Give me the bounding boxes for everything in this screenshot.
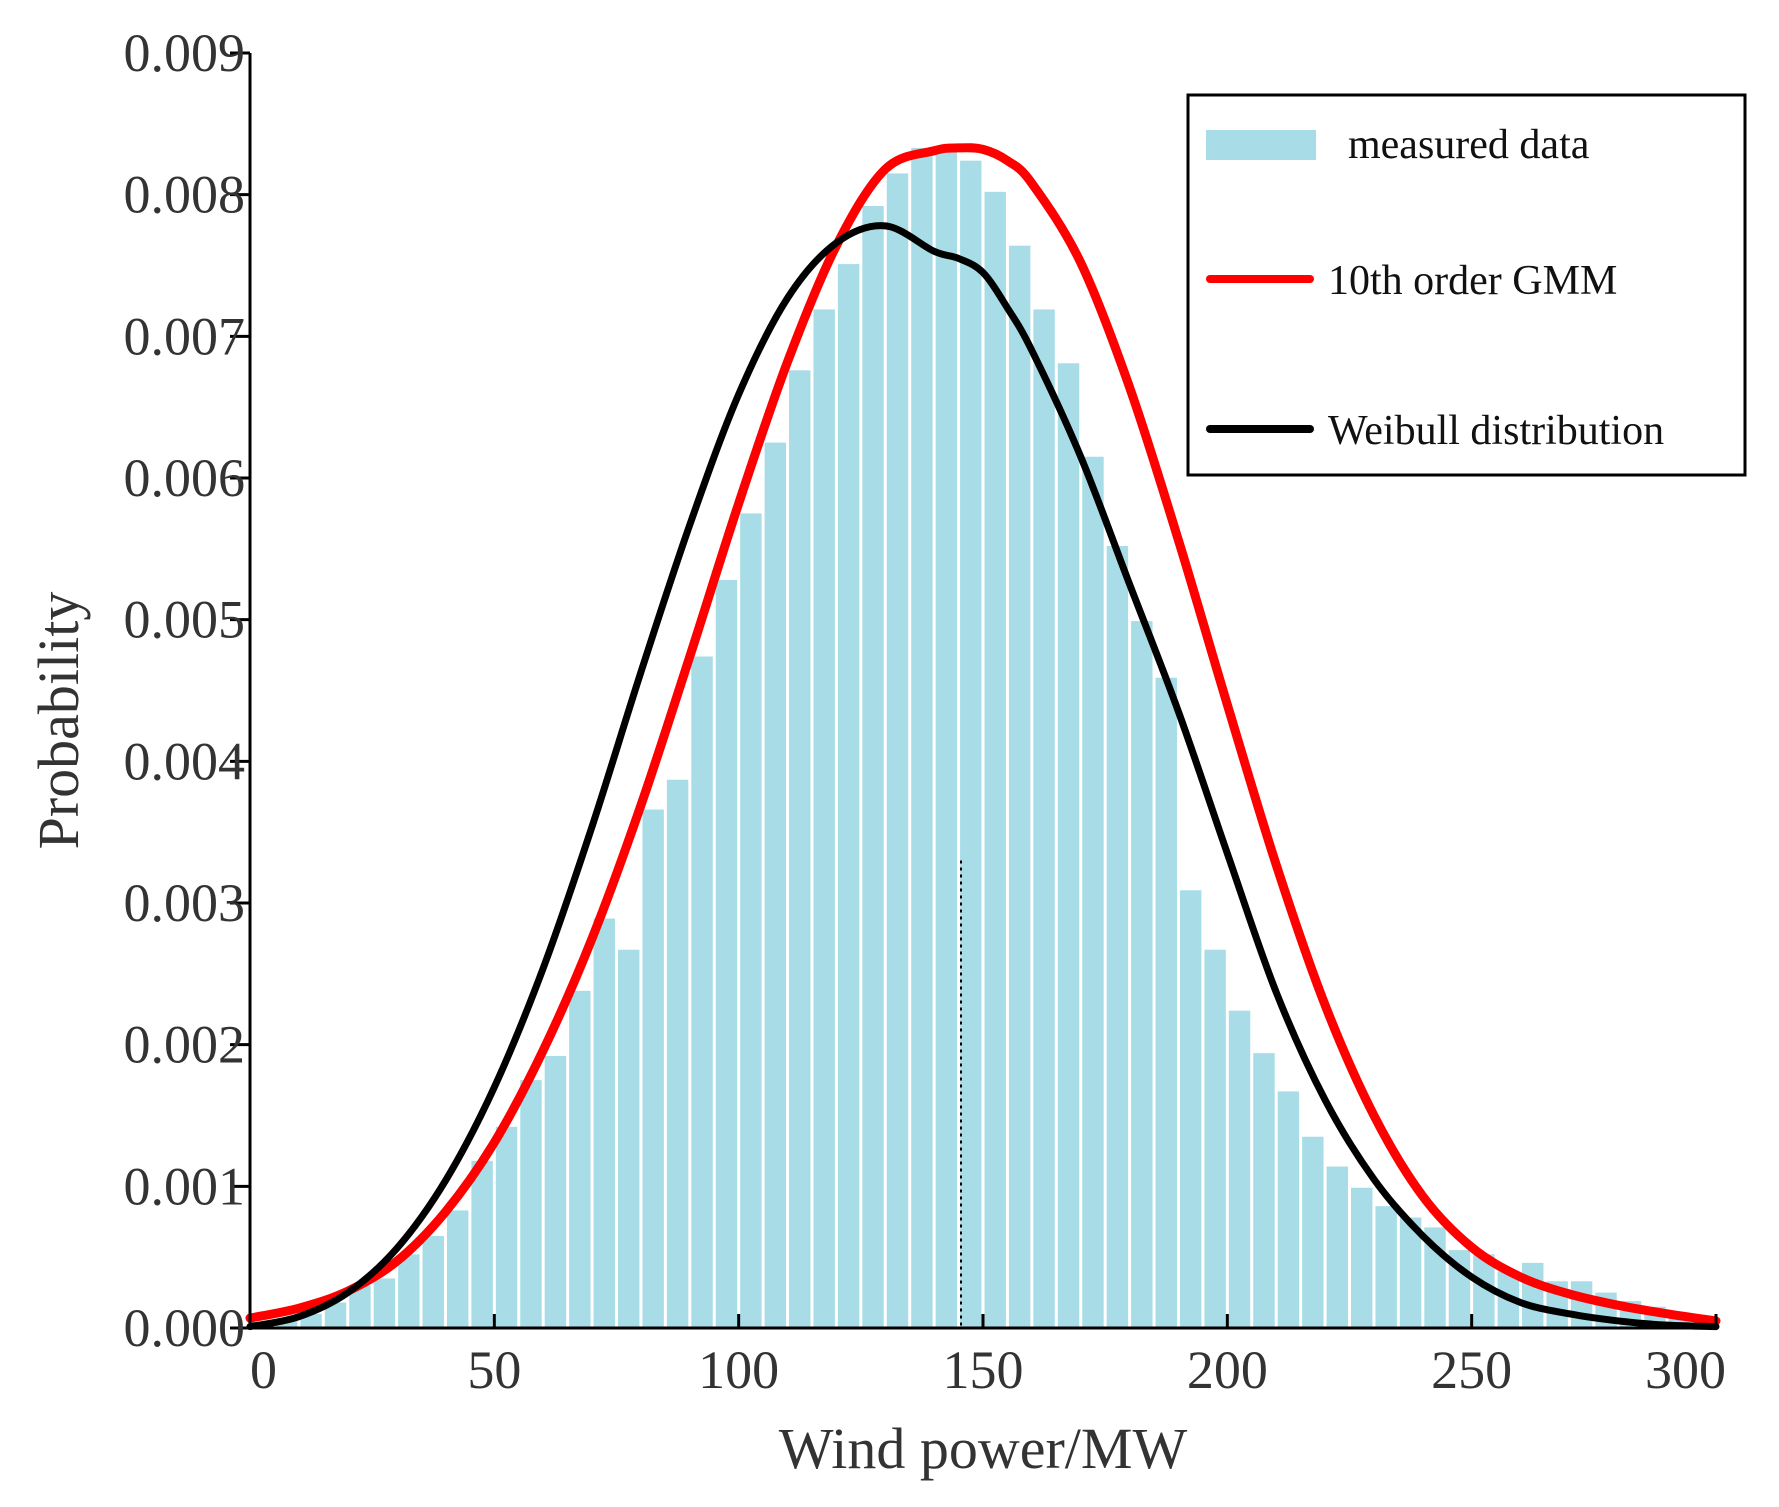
histogram-bar (1253, 1053, 1275, 1328)
x-tick-label: 250 (1431, 1340, 1512, 1400)
y-tick-label: 0.002 (124, 1015, 246, 1075)
legend-box (1186, 93, 1747, 477)
y-tick-label: 0.005 (124, 590, 246, 650)
histogram-bar (349, 1285, 371, 1328)
y-tick-label: 0.003 (124, 873, 246, 933)
histogram-bar (398, 1254, 420, 1328)
y-tick-label: 0.001 (124, 1156, 246, 1216)
x-tick-label: 100 (698, 1340, 779, 1400)
histogram-bar (1326, 1166, 1348, 1328)
histogram-bar (764, 442, 787, 1328)
y-tick-label: 0.008 (124, 165, 246, 225)
x-axis-title: Wind power/MW (779, 1416, 1188, 1481)
x-ticks: 0 50 100 150 200 250 300 (248, 1314, 1726, 1400)
histogram-bar (935, 147, 958, 1329)
histogram-bar (1473, 1254, 1495, 1328)
histogram-bar (618, 949, 640, 1328)
histogram-bar (373, 1278, 396, 1328)
histogram-bar (569, 990, 591, 1328)
weibull-curve (246, 222, 1720, 1331)
gmm-curve (245, 143, 1721, 1326)
histogram-bar (642, 809, 664, 1328)
histogram-bar (1106, 546, 1129, 1328)
histogram-bar (520, 1080, 542, 1328)
histogram-bar (1399, 1217, 1422, 1328)
histogram-bar (789, 370, 811, 1328)
histogram-bar (984, 191, 1006, 1328)
histogram-bars (251, 147, 1715, 1329)
x-tick-label: 150 (943, 1340, 1024, 1400)
histogram-bar (1204, 949, 1226, 1328)
histogram-bar (446, 1210, 469, 1328)
histogram-bar (715, 580, 738, 1328)
histogram-bar (1375, 1206, 1397, 1328)
histogram-bar (1228, 1010, 1251, 1328)
y-tick-label: 0.004 (124, 731, 246, 791)
histogram-bar (740, 513, 762, 1328)
histogram-bar (1179, 890, 1202, 1328)
histogram-bar (1057, 363, 1080, 1328)
histogram-bar (1277, 1091, 1300, 1328)
legend-swatch-measured-data (1206, 130, 1316, 160)
histogram-bar (1131, 621, 1153, 1328)
legend: measured data 10th order GMM Weibull dis… (1186, 93, 1747, 477)
y-axis-title: Probability (26, 592, 91, 850)
histogram-bar (1570, 1281, 1593, 1328)
histogram-bar (813, 309, 835, 1329)
fitted-curves (245, 143, 1721, 1331)
histogram-bar (593, 918, 615, 1328)
histogram-bar (837, 264, 860, 1328)
histogram-bar (1302, 1136, 1324, 1328)
histogram-bar (911, 147, 933, 1329)
y-tick-label: 0.000 (124, 1298, 246, 1358)
histogram-bar (422, 1235, 444, 1328)
y-tick-label: 0.006 (124, 448, 246, 508)
x-tick-label: 300 (1645, 1340, 1726, 1400)
legend-label-weibull: Weibull distribution (1328, 408, 1664, 454)
histogram-bar (275, 1320, 298, 1328)
histogram-bar (1351, 1187, 1373, 1328)
histogram-bar (1082, 456, 1104, 1328)
y-ticks: 0.000 0.001 0.002 0.003 0.004 0.005 0.006 0.007… (124, 23, 250, 1358)
histogram-bar (544, 1056, 567, 1328)
histogram-bar (1033, 309, 1055, 1329)
histogram-bar (1522, 1262, 1544, 1328)
histogram-bar (495, 1126, 518, 1328)
histogram-bar (1008, 245, 1031, 1329)
y-tick-label: 0.007 (124, 306, 246, 366)
histogram-bar (691, 656, 713, 1328)
legend-label-gmm: 10th order GMM (1328, 258, 1617, 304)
histogram-bar (862, 206, 884, 1328)
legend-label-measured-data: measured data (1348, 122, 1590, 168)
histogram-bar (886, 173, 909, 1329)
x-tick-label: 50 (467, 1340, 521, 1400)
histogram-bar (960, 160, 982, 1329)
histogram-bar (1155, 677, 1177, 1328)
histogram-bar (324, 1302, 347, 1328)
histogram-bar (666, 779, 689, 1328)
x-tick-label: 0 (250, 1340, 277, 1400)
y-tick-label: 0.009 (124, 23, 246, 83)
histogram-bar (471, 1160, 493, 1328)
x-tick-label: 200 (1187, 1340, 1268, 1400)
